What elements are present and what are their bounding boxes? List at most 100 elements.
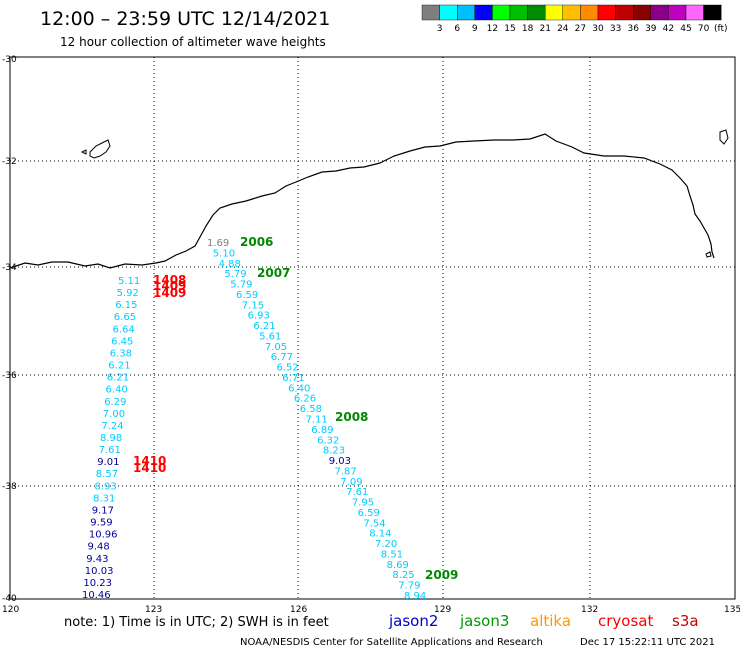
wave-height-value: 5.61 (259, 331, 281, 342)
wave-height-value: 6.89 (311, 425, 333, 436)
jason-track-east: 1.695.104.885.795.796.597.156.936.215.61… (207, 238, 426, 602)
wave-height-value: 5.79 (224, 269, 246, 280)
wave-height-value: 5.79 (230, 280, 252, 291)
wave-height-value: 6.40 (106, 385, 128, 396)
color-swatch (439, 4, 458, 21)
footer-note: note: 1) Time is in UTC; 2) SWH is in fe… (64, 615, 329, 630)
island-west (80, 149, 87, 155)
wave-height-value: 6.64 (113, 324, 135, 335)
wave-height-value: 7.09 (340, 477, 362, 488)
lon-label: 123 (145, 605, 162, 615)
wave-height-value: 6.52 (277, 363, 299, 374)
color-swatch (668, 4, 687, 21)
color-scale-label: 15 (504, 24, 515, 34)
island-south (705, 251, 712, 258)
wave-height-value: 1.69 (207, 238, 229, 249)
color-scale-label: 42 (663, 24, 674, 34)
wave-height-value: 8.25 (392, 570, 414, 581)
color-swatch (527, 4, 546, 21)
map-frame (9, 56, 736, 600)
color-scale-label: 21 (539, 24, 550, 34)
wave-height-value: 8.57 (96, 469, 118, 480)
wave-height-value: 6.93 (248, 311, 270, 322)
color-scale-label: 9 (472, 24, 478, 34)
color-swatch (509, 4, 528, 21)
wave-height-value: 10.46 (82, 590, 111, 601)
lon-label: 126 (290, 605, 307, 615)
graticule (10, 57, 735, 599)
wave-height-value: 4.88 (219, 259, 241, 270)
wave-height-value: 8.98 (100, 433, 122, 444)
satellite-legend: jason2 jason3 altika cryosat s3a (388, 612, 699, 630)
color-scale-unit: (ft) (714, 24, 728, 34)
pass-time-label: 2006 (240, 235, 273, 249)
wave-height-value: 6.45 (111, 336, 133, 347)
wave-height-value: 6.29 (104, 397, 126, 408)
lat-label: -32 (2, 157, 17, 167)
wave-height-value: 5.92 (117, 288, 139, 299)
lat-label: -38 (2, 482, 17, 492)
color-swatch (650, 4, 669, 21)
color-swatch (457, 4, 476, 21)
legend-jason3: jason3 (459, 612, 509, 630)
map-title: 12:00 – 23:59 UTC 12/14/2021 (40, 8, 330, 30)
lon-label: 135 (724, 605, 740, 615)
wave-height-value: 8.51 (381, 550, 403, 561)
pass-time-label: 2007 (257, 266, 290, 280)
lon-label: 120 (2, 605, 19, 615)
color-swatch (545, 4, 564, 21)
color-scale-label: 18 (522, 24, 534, 34)
wave-height-value: 7.79 (398, 581, 420, 592)
wave-height-value: 5.11 (118, 276, 140, 287)
color-swatch (633, 4, 652, 21)
color-swatch (562, 4, 581, 21)
wave-height-value: 8.23 (323, 446, 345, 457)
wave-height-value: 7.95 (352, 498, 374, 509)
color-scale-label: 70 (698, 24, 710, 34)
wave-height-value: 8.69 (387, 560, 409, 571)
wave-height-value: 6.21 (108, 361, 130, 372)
wave-height-value: 10.23 (83, 578, 112, 589)
kangaroo-island (89, 139, 111, 159)
wave-height-value: 6.40 (288, 383, 310, 394)
wave-height-value: 7.00 (103, 409, 125, 420)
color-swatch (474, 4, 493, 21)
lat-label: -40 (2, 594, 17, 604)
map-subtitle: 12 hour collection of altimeter wave hei… (60, 35, 326, 49)
coastline-southern-australia (9, 133, 715, 269)
color-scale-label: 39 (645, 24, 657, 34)
wave-height-value: 7.87 (335, 466, 357, 477)
wave-height-value: 9.01 (97, 457, 119, 468)
color-scale-label: 30 (592, 24, 604, 34)
color-scale-label: 45 (680, 24, 691, 34)
island-east (719, 129, 729, 145)
wave-height-value: 6.38 (110, 349, 132, 360)
wave-height-value: 6.65 (114, 312, 136, 323)
color-scale-label: 3 (437, 24, 443, 34)
color-swatch (492, 4, 511, 21)
wave-height-value: 5.10 (213, 248, 235, 259)
color-scale-bar: 3 6 9 12 15 18 21 24 27 30 33 36 39 42 45 70 (421, 4, 722, 34)
color-scale-label: 24 (557, 24, 569, 34)
color-scale-label: 36 (627, 24, 639, 34)
wave-height-value: 6.59 (358, 508, 380, 519)
longitude-labels: 120 123 126 129 132 135 (2, 605, 740, 615)
lat-label: -30 (2, 55, 17, 65)
wave-height-value: 7.24 (101, 421, 123, 432)
jason-track-west: 5.115.926.156.656.646.456.386.216.216.40… (82, 276, 140, 601)
legend-altika: altika (530, 612, 571, 630)
lat-label: -34 (2, 263, 17, 273)
wave-height-value: 7.61 (99, 445, 121, 456)
wave-height-value: 6.58 (300, 404, 322, 415)
latitude-labels: -30 -32 -34 -36 -38 -40 (2, 55, 17, 604)
pass-time-label: 1409 (153, 279, 186, 293)
legend-s3a: s3a (672, 612, 699, 630)
color-swatch (597, 4, 616, 21)
lon-label: 129 (434, 605, 451, 615)
wave-height-value: 9.03 (329, 456, 351, 467)
lon-label: 132 (581, 605, 598, 615)
pass-time-label: 1408 (153, 273, 186, 287)
wave-height-value: 6.71 (282, 373, 304, 384)
wave-height-value: 7.11 (306, 415, 328, 426)
color-swatch (580, 4, 599, 21)
